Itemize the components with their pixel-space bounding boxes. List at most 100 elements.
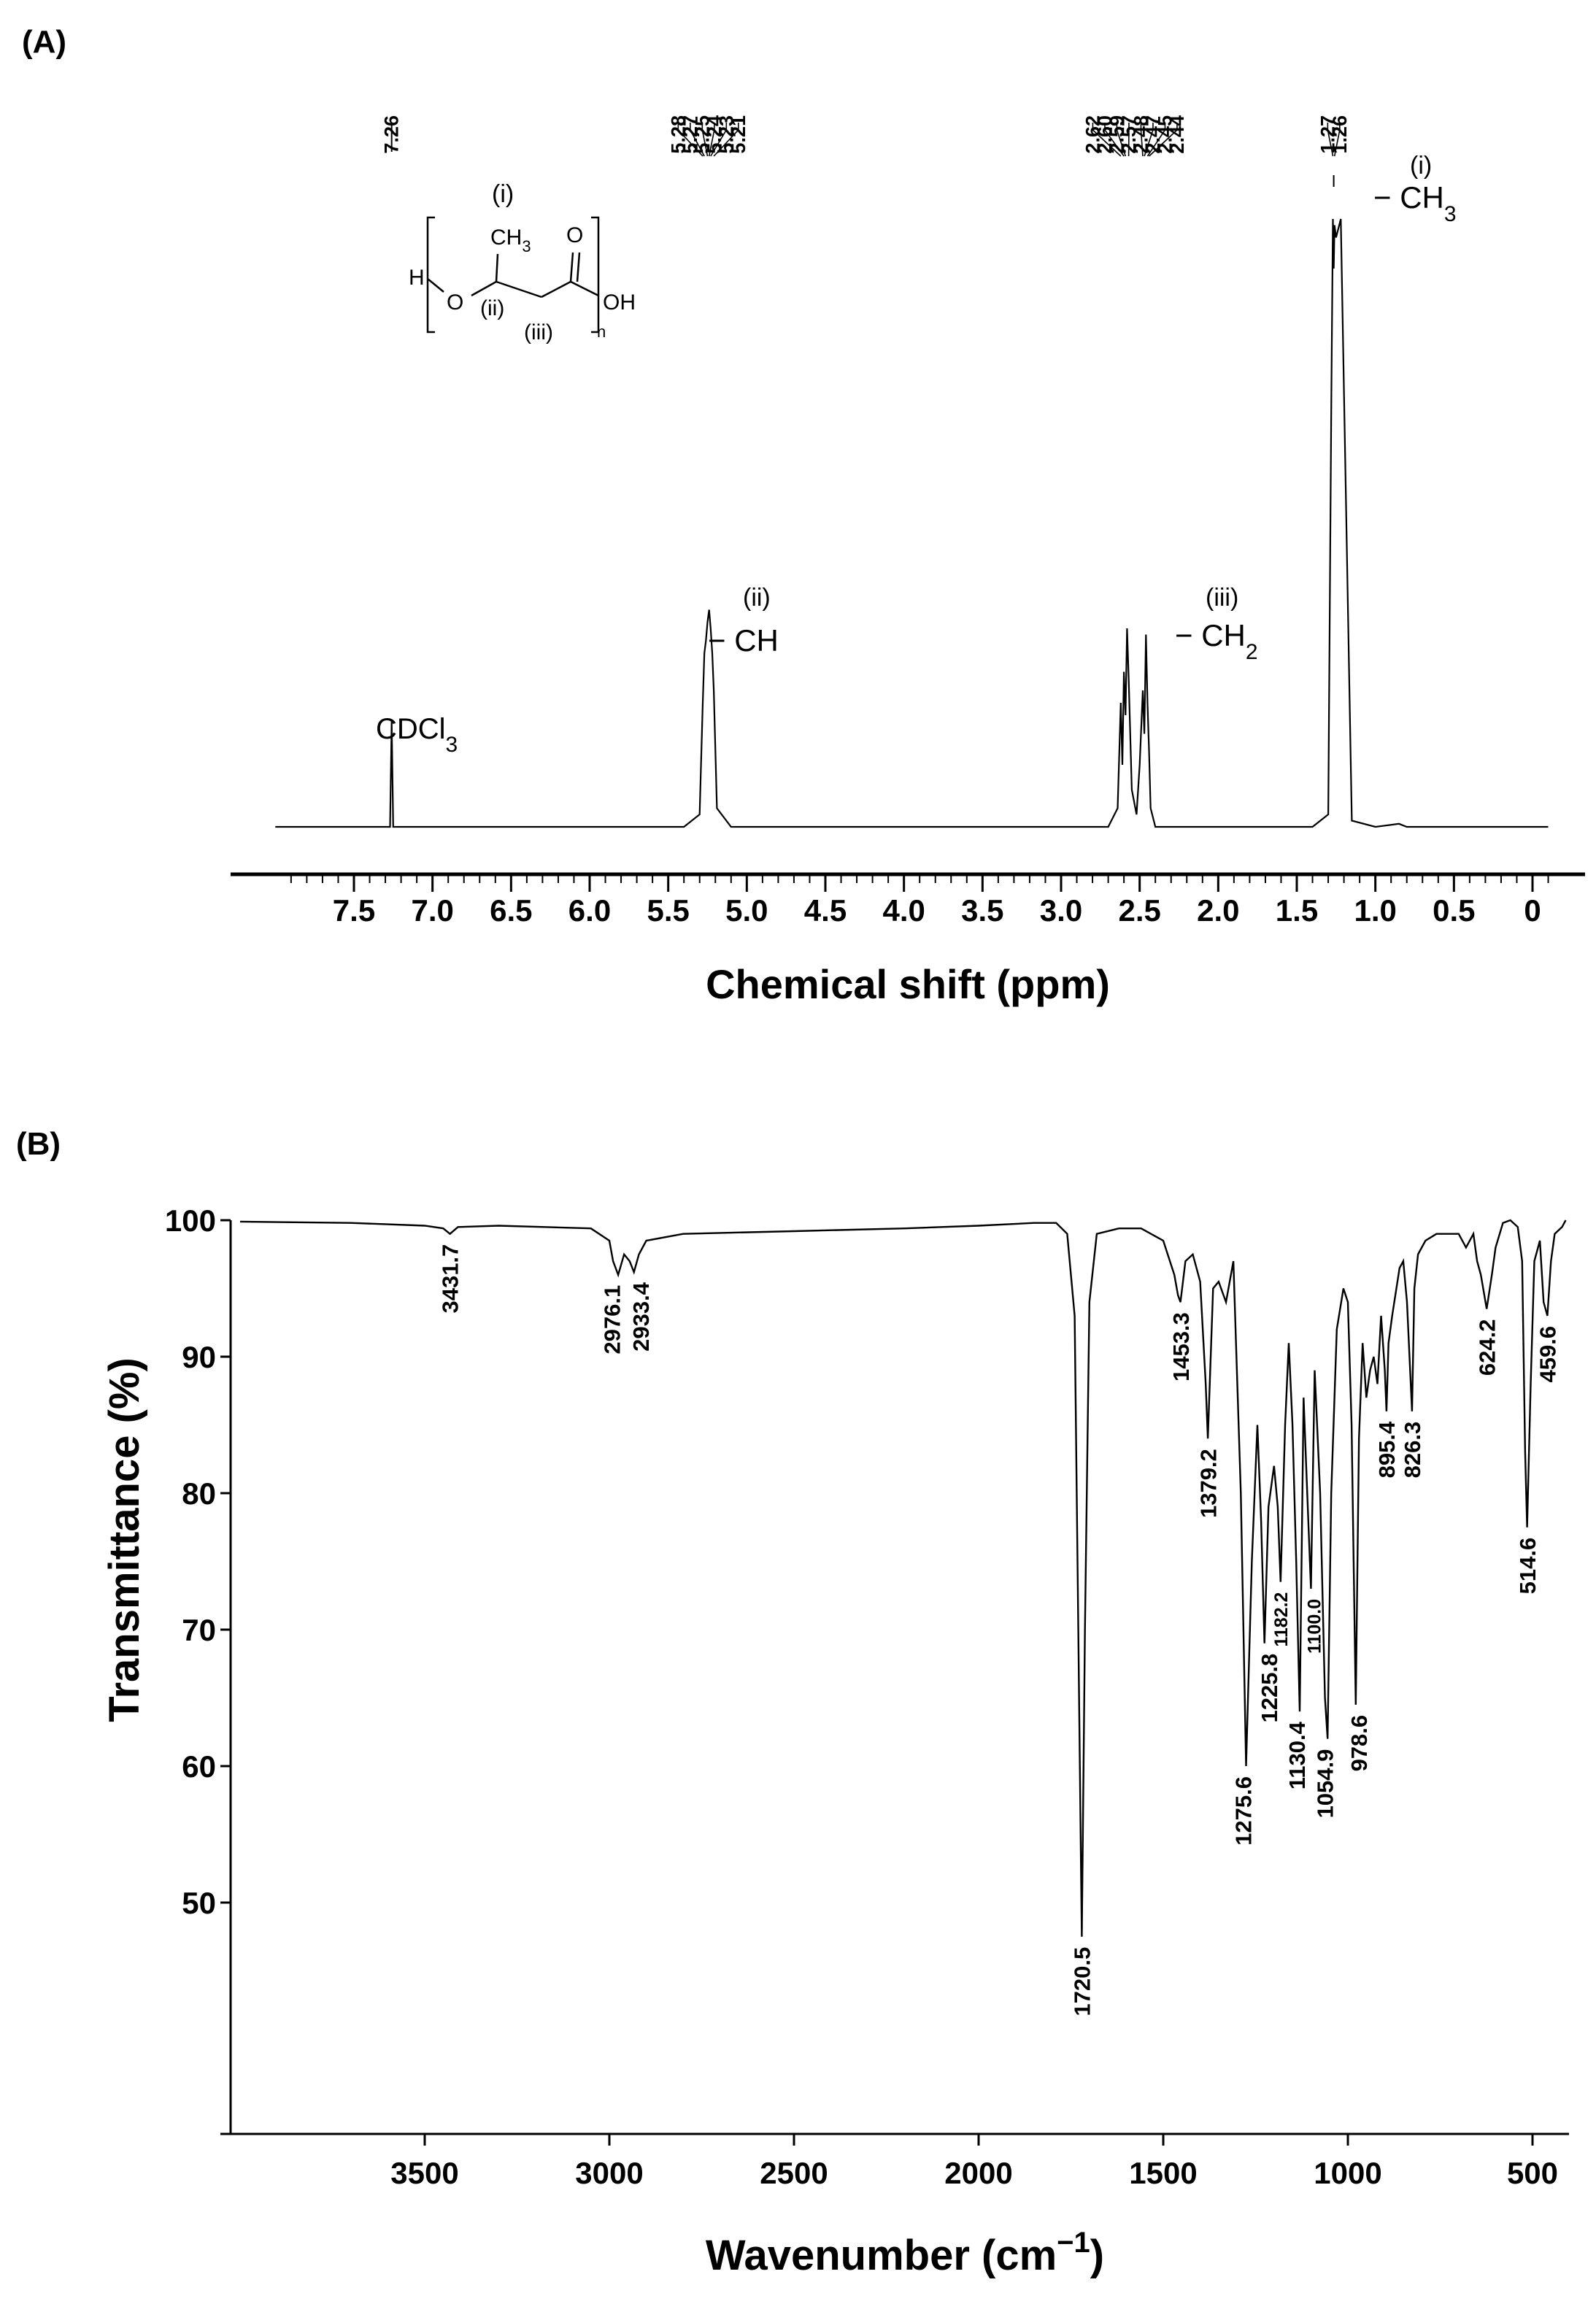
ir-y-tick-label: 80 — [182, 1476, 216, 1511]
ir-peak-label: 978.6 — [1346, 1715, 1372, 1772]
structure-label-ii: (ii) — [480, 296, 504, 320]
nmr-peak-label: 1.27 — [1316, 115, 1338, 154]
nmr-spectrum-line — [275, 218, 1549, 828]
structure-ch3: CH3 — [490, 226, 531, 255]
nmr-peak-label: 5.28 — [667, 115, 689, 154]
nmr-peak-label: 1.26 — [1329, 115, 1351, 154]
ir-peak-label: 895.4 — [1374, 1421, 1400, 1478]
ir-peak-label: 514.6 — [1515, 1538, 1541, 1595]
ir-peak-label: 459.6 — [1535, 1326, 1561, 1383]
ir-x-tick-label: 2500 — [760, 2156, 828, 2190]
nmr-peak-connector — [1146, 123, 1166, 157]
ir-y-tick-label: 90 — [182, 1340, 216, 1374]
ir-x-label-main: Wavenumber (cm — [706, 2232, 1057, 2279]
nmr-tick-label: 3.0 — [1040, 893, 1082, 928]
structure-ch3-main: CH — [490, 226, 522, 250]
ir-peak-label: 3431.7 — [438, 1244, 463, 1314]
nmr-tick-label: 6.0 — [568, 893, 611, 928]
phb-structure: (i) CH3 H O (ii) (iii) O OH n — [409, 180, 636, 344]
cdcl3-annotation: CDCl3 — [376, 713, 458, 757]
ir-peak-label: 1130.4 — [1284, 1721, 1310, 1789]
nmr-peak-connector — [690, 123, 705, 157]
ir-peak-label: 826.3 — [1400, 1422, 1425, 1479]
nmr-tick-label: 5.5 — [647, 893, 689, 928]
ir-x-ticks: 3500 3000 2500 2000 1500 1000 500 — [390, 2134, 1558, 2190]
ir-peak-label: 1720.5 — [1070, 1947, 1095, 2016]
ch2-main: − CH — [1175, 618, 1246, 652]
cdcl3-main: CDCl — [376, 713, 446, 745]
ir-x-tick-label: 500 — [1507, 2156, 1558, 2190]
ir-x-axis-label: Wavenumber (cm−1) — [706, 2227, 1104, 2279]
ir-y-tick-label: 50 — [182, 1886, 216, 1920]
nmr-tick-label: 4.5 — [804, 893, 847, 928]
nmr-tick-label: 0.5 — [1433, 893, 1475, 928]
nmr-peak-label: 2.44 — [1166, 115, 1188, 154]
structure-label-i: (i) — [492, 180, 514, 208]
ir-x-tick-label: 1000 — [1314, 2156, 1381, 2190]
structure-o: O — [447, 290, 463, 315]
ir-x-tick-label: 3500 — [390, 2156, 458, 2190]
nmr-x-ticks: 7.5 7.0 6.5 6.0 5.5 5.0 4.5 4.0 3.5 3.0 2.5 2.0 1.5 1… — [290, 874, 1549, 928]
ch3-sub: 3 — [1444, 202, 1457, 226]
ch3-annotation: − CH3 — [1373, 180, 1457, 226]
ir-x-tick-label: 1500 — [1129, 2156, 1197, 2190]
nmr-peak-connector — [701, 123, 709, 157]
ir-peak-label: 1054.9 — [1312, 1749, 1338, 1819]
nmr-tick-label: 4.0 — [882, 893, 925, 928]
nmr-tick-label: 7.0 — [411, 893, 453, 928]
ir-peak-label: 1453.3 — [1168, 1312, 1194, 1382]
nmr-peak-label: 5.21 — [728, 115, 749, 154]
nmr-peak-connector — [1149, 123, 1178, 157]
nmr-tick-label: 5.0 — [725, 893, 768, 928]
nmr-tick-label: 1.0 — [1354, 893, 1396, 928]
ch2-sub: 2 — [1246, 640, 1258, 664]
ir-peak-label: 2976.1 — [599, 1285, 625, 1355]
ir-x-tick-label: 3000 — [575, 2156, 643, 2190]
nmr-peak-connector — [1327, 123, 1334, 157]
structure-bonds — [426, 216, 600, 334]
ir-peak-labels: 3431.7 2976.1 2933.4 1720.5 1453.3 1379.2 1275… — [438, 1244, 1561, 2016]
nmr-x-axis-label: Chemical shift (ppm) — [706, 961, 1110, 1007]
ir-x-tick-label: 2000 — [944, 2156, 1012, 2190]
nmr-peak-connector — [708, 123, 715, 157]
ir-y-tick-label: 60 — [182, 1749, 216, 1784]
nmr-peak-connector — [1140, 123, 1144, 157]
nmr-peak-connector — [710, 123, 728, 157]
nmr-tick-label: 1.5 — [1276, 893, 1318, 928]
nmr-peak-connectors — [390, 123, 1341, 187]
structure-h: H — [409, 266, 425, 290]
structure-carbonyl-o: O — [566, 223, 583, 247]
nmr-tick-label: 0 — [1524, 893, 1541, 928]
nmr-peak-label: 2.62 — [1082, 115, 1103, 154]
ir-peak-label: 1100.0 — [1304, 1599, 1325, 1654]
ir-peak-label: 1275.6 — [1231, 1776, 1257, 1846]
ir-peak-label: 1379.2 — [1195, 1449, 1221, 1518]
nmr-tick-label: 2.5 — [1118, 893, 1160, 928]
nmr-peak-connector — [1092, 123, 1122, 157]
panel-b-label: (B) — [16, 1126, 61, 1162]
nmr-peak-connector — [677, 123, 703, 157]
ir-y-tick-label: 100 — [165, 1203, 216, 1238]
structure-oh: OH — [603, 290, 636, 315]
nmr-tick-label: 3.5 — [961, 893, 1003, 928]
ir-x-label-sup: −1 — [1057, 2227, 1090, 2259]
ch-annotation: − CH — [708, 623, 779, 658]
ir-y-axis-label: Transmittance (%) — [101, 1357, 148, 1722]
nmr-tick-label: 7.5 — [333, 893, 375, 928]
ir-y-tick-label: 70 — [182, 1613, 216, 1647]
structure-label-iii: (iii) — [524, 320, 553, 344]
nmr-peak-connector — [1144, 123, 1154, 157]
cdcl3-sub: 3 — [446, 733, 458, 757]
structure-ch3-sub: 3 — [522, 237, 531, 255]
nmr-tick-label: 2.0 — [1197, 893, 1239, 928]
ir-peak-label: 2933.4 — [628, 1282, 654, 1352]
panel-a-label: (A) — [22, 24, 66, 60]
ir-x-label-close: ) — [1090, 2232, 1104, 2279]
ir-y-ticks: 50 60 70 80 90 100 — [165, 1203, 231, 2135]
ch2-annotation: − CH2 — [1175, 618, 1258, 664]
ir-peak-label: 1225.8 — [1257, 1654, 1282, 1723]
ch3-roman-label: (i) — [1410, 152, 1432, 180]
ir-spectrum-line — [239, 1219, 1567, 1937]
ch2-roman-label: (iii) — [1206, 584, 1238, 612]
